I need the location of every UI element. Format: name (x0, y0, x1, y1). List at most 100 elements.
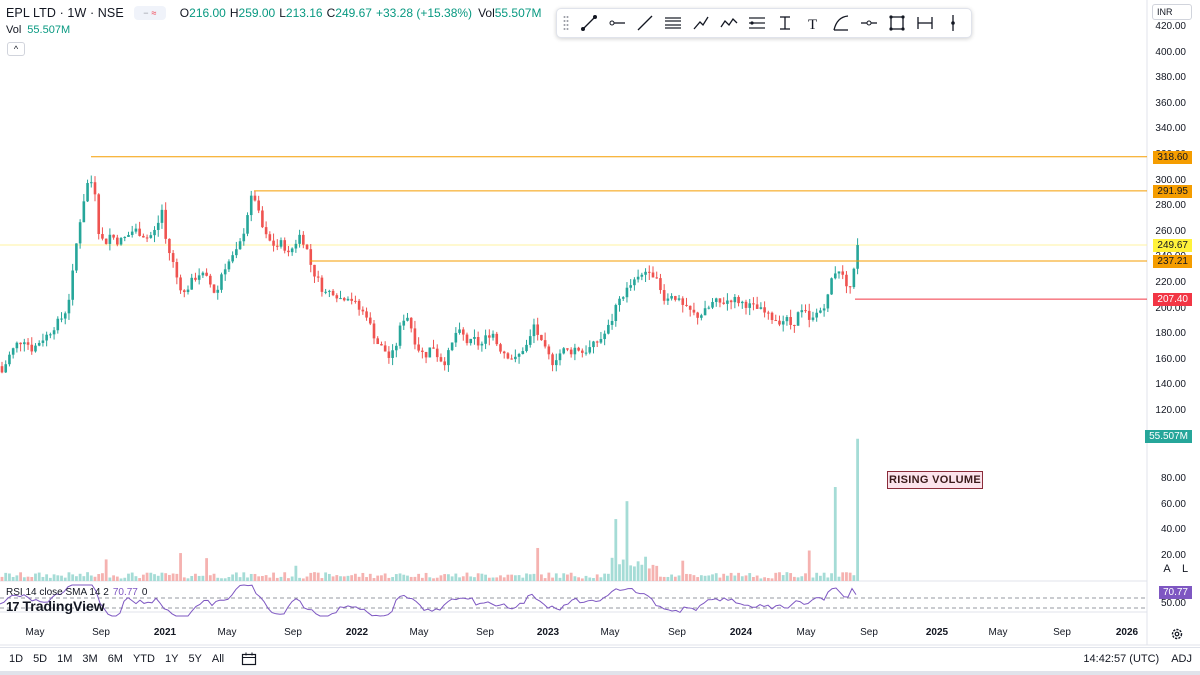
volume-bar (603, 573, 607, 581)
volume-bar (517, 575, 521, 581)
candle-body (350, 298, 353, 301)
candle-body (488, 335, 491, 338)
candle-body (156, 222, 160, 230)
volume-bar (566, 574, 569, 581)
rising-volume-annotation[interactable]: RISING VOLUME (887, 471, 983, 489)
volume-bar (703, 575, 707, 581)
candle-body (491, 333, 495, 338)
candle-body (249, 195, 253, 216)
volume-bar (573, 576, 577, 581)
candle-body (231, 255, 234, 262)
volume-bar (67, 572, 71, 581)
volume-bar (309, 572, 313, 581)
range-button-6m[interactable]: 6M (107, 652, 123, 665)
price-axis-tick: 280.00 (1155, 200, 1186, 212)
volume-indicator-label[interactable]: Vol (6, 24, 22, 36)
volume-bar (792, 576, 796, 581)
volume-bar (45, 574, 49, 581)
time-axis[interactable]: May Sep 2021 May Sep 2022 May Sep 2023 May Sep 2024… (0, 627, 1150, 641)
volume-bar (216, 577, 220, 581)
range-button-ytd[interactable]: YTD (132, 652, 155, 665)
candle-body (8, 354, 11, 365)
calendar-icon[interactable] (241, 652, 257, 666)
measure-icon[interactable] (771, 11, 799, 35)
volume-bar (558, 577, 562, 581)
candle-body (130, 231, 134, 235)
line-icon[interactable] (631, 11, 659, 35)
candle-body (621, 297, 625, 299)
volume-bar (532, 573, 536, 581)
candle-body (499, 344, 502, 352)
candle-body (737, 296, 740, 304)
currency-selector[interactable]: INR (1152, 4, 1192, 20)
candle-body (476, 337, 480, 346)
candle-body (153, 229, 156, 236)
range-button-1y[interactable]: 1Y (164, 652, 179, 665)
text-icon[interactable]: T (799, 11, 827, 35)
arc-icon[interactable] (827, 11, 855, 35)
volume-bar (659, 576, 662, 581)
volume-bar (420, 577, 424, 581)
candle-body (696, 312, 699, 318)
candle-body (316, 276, 320, 278)
price-axis-tick: 260.00 (1155, 225, 1186, 237)
trend-line-icon[interactable] (575, 11, 603, 35)
rsi-header: RSI 14 close SMA 14 2 70.77 0 (6, 587, 147, 598)
candle-body (268, 234, 272, 241)
volume-bar (37, 572, 41, 581)
rectangle-icon[interactable] (883, 11, 911, 35)
volume-bar (283, 572, 287, 581)
symbol-name[interactable]: EPL LTD · 1W · NSE (6, 6, 124, 20)
volume-bar (30, 576, 34, 581)
candle-body (644, 271, 647, 275)
drag-handle-icon[interactable] (561, 15, 571, 31)
range-button-all[interactable]: All (211, 652, 225, 665)
candle-body (101, 234, 104, 239)
candle-body (428, 347, 432, 358)
horizontal-ray-icon[interactable] (603, 11, 631, 35)
volume-bar (502, 577, 506, 581)
candle-body (674, 296, 677, 300)
volume-bar (610, 557, 614, 581)
candle-body (302, 234, 305, 245)
settings-gear-icon[interactable] (1170, 627, 1184, 641)
rsi-label[interactable]: RSI 14 close SMA 14 2 (6, 587, 109, 598)
price-axis-tick: 220.00 (1155, 277, 1186, 288)
range-button-5y[interactable]: 5Y (188, 652, 202, 665)
date-range-icon[interactable] (911, 11, 939, 35)
volume-bar (770, 578, 774, 581)
volume-bar (19, 572, 22, 581)
collapse-legend-button[interactable]: ^ (7, 42, 25, 56)
adjust-toggle[interactable]: ADJ (1171, 652, 1192, 665)
candle-body (380, 344, 383, 346)
vertical-line-icon[interactable] (939, 11, 967, 35)
chart-style-pill[interactable]: − ≈ (133, 6, 166, 20)
volume-bar (361, 572, 365, 581)
tradingview-logo[interactable]: 17 TradingView (6, 598, 105, 614)
clock-time[interactable]: 14:42:57 (UTC) (1083, 652, 1160, 665)
candle-body (480, 343, 484, 346)
range-button-3m[interactable]: 3M (82, 652, 98, 665)
parallel-channel-icon[interactable] (659, 11, 687, 35)
volume-bar (618, 564, 621, 581)
candle-body (822, 308, 826, 311)
price-axis-tick: 120.00 (1155, 405, 1186, 416)
auto-scale-button[interactable]: A (1163, 563, 1171, 575)
range-button-5d[interactable]: 5D (33, 652, 48, 665)
fib-retracement-icon[interactable] (743, 11, 771, 35)
polyline-icon[interactable] (715, 11, 743, 35)
range-button-1d[interactable]: 1D (9, 652, 24, 665)
path-icon[interactable] (687, 11, 715, 35)
volume-bar (644, 556, 647, 581)
candle-body (685, 304, 688, 306)
candle-body (647, 271, 651, 273)
log-scale-button[interactable]: L (1181, 563, 1189, 575)
drawing-toolbar: T (556, 8, 972, 38)
range-button-1m[interactable]: 1M (57, 652, 73, 665)
price-axis-tick: 400.00 (1155, 46, 1186, 58)
volume-bar (372, 578, 376, 581)
volume-bar (592, 578, 595, 581)
volume-axis-tick: 60.00 (1160, 498, 1186, 510)
horizontal-line-icon[interactable] (855, 11, 883, 35)
